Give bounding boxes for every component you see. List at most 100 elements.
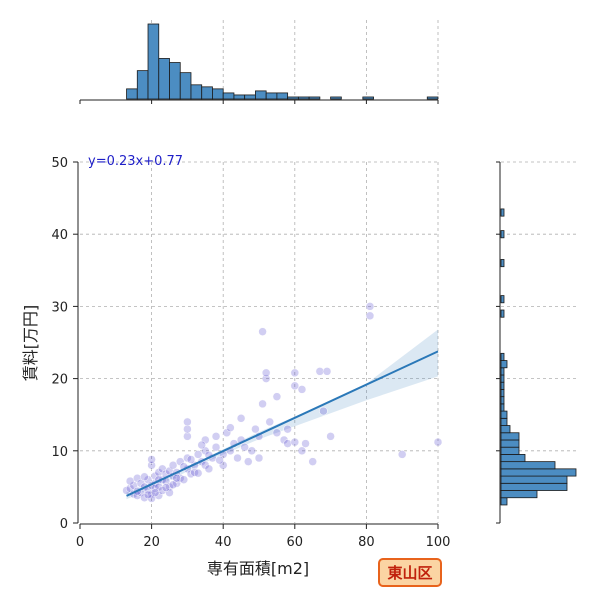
x-tick-label: 20 <box>143 535 160 550</box>
main-axes <box>77 162 438 525</box>
top-hist-bar <box>308 96 321 100</box>
top-marginal-histogram <box>79 20 439 104</box>
scatter-point <box>175 457 185 466</box>
scatter-point <box>186 455 196 464</box>
scatter-point <box>197 440 206 450</box>
scatter-point <box>183 417 192 427</box>
scatter-point <box>158 464 167 474</box>
scatter-point <box>226 423 235 432</box>
top-hist-bar <box>201 86 213 100</box>
scatter-point <box>322 367 332 376</box>
right-hist-bar <box>500 208 505 217</box>
scatter-point <box>308 457 317 466</box>
top-hist-bar <box>426 96 439 100</box>
top-hist-bar <box>265 92 278 100</box>
right-hist-bar <box>500 381 505 390</box>
right-hist-bar <box>500 432 520 441</box>
scatter-point <box>315 367 325 376</box>
right-hist-bar <box>500 360 508 369</box>
scatter-point <box>183 424 192 434</box>
scatter-point <box>211 442 221 452</box>
right-hist-bar <box>500 396 505 405</box>
scatter-point <box>136 479 146 488</box>
top-hist-bar <box>233 94 246 100</box>
right-hist-bar <box>500 497 508 506</box>
scatter-point <box>168 480 178 489</box>
right-hist-bar <box>500 439 520 448</box>
scatter-point <box>254 453 264 463</box>
scatter-point <box>154 491 164 500</box>
scatter-point <box>233 453 242 463</box>
scatter-point <box>140 493 149 502</box>
scatter-point <box>218 460 228 470</box>
y-tick-label: 40 <box>51 228 68 243</box>
top-hist-bar <box>276 92 289 100</box>
top-hist-bar <box>255 90 267 100</box>
top-hist-bar <box>136 70 149 100</box>
scatter-point <box>290 437 300 447</box>
right-hist-bar <box>500 461 556 470</box>
scatter-point <box>147 460 156 470</box>
x-tick-label: 80 <box>358 535 375 550</box>
right-hist-bar <box>500 367 505 376</box>
right-hist-bar <box>500 295 505 304</box>
scatter-point <box>215 455 224 465</box>
scatter-point <box>265 417 274 427</box>
scatter-point <box>222 428 232 437</box>
grid-lines <box>80 161 439 523</box>
top-hist-bar <box>190 84 203 100</box>
top-hist-bar <box>362 96 374 100</box>
main-scatter-plot: 0 20 40 60 80 100 0 10 20 30 40 50 y=0.23x+0.77 専有面… <box>21 154 450 578</box>
scatter-point <box>154 468 164 477</box>
scatter-point <box>193 450 203 459</box>
regression-line <box>126 350 439 497</box>
top-hist-bar <box>330 96 342 100</box>
regression-equation: y=0.23x+0.77 <box>88 154 183 169</box>
scatter-point <box>319 406 328 416</box>
right-marginal-histogram <box>496 161 578 524</box>
scatter-point <box>143 490 153 500</box>
scatter-point <box>147 455 156 464</box>
top-hist-bar <box>222 92 235 100</box>
x-tick-label: 40 <box>215 535 232 550</box>
scatter-point <box>150 488 160 497</box>
right-hist-bar <box>500 259 505 268</box>
y-tick-label: 10 <box>51 445 68 460</box>
scatter-point <box>183 432 192 441</box>
right-hist-bar <box>500 490 538 499</box>
right-hist-bar <box>500 410 508 419</box>
x-axis-label: 専有面積[m2] <box>207 559 309 578</box>
scatter-point <box>211 432 221 441</box>
scatter-point <box>201 460 210 470</box>
right-hist-bar <box>500 230 505 239</box>
y-tick-label: 0 <box>60 517 68 532</box>
scatter-point <box>272 428 282 437</box>
right-hist-bar <box>500 389 505 398</box>
scatter-point <box>133 473 142 483</box>
top-hist-bar <box>179 72 192 100</box>
top-hist-bar <box>147 23 160 100</box>
scatter-point <box>168 460 178 470</box>
top-hist-bar <box>169 62 181 100</box>
right-hist-bar <box>500 352 505 361</box>
scatter-point <box>140 472 149 482</box>
scatter-point <box>172 473 181 483</box>
scatter-point <box>258 399 267 409</box>
scatter-point <box>279 435 289 445</box>
district-badge-label: 東山区 <box>387 564 432 582</box>
top-hist-bar <box>297 96 310 100</box>
right-hist-bar <box>500 468 577 477</box>
right-hist-bar <box>500 309 505 318</box>
x-tick-label: 60 <box>287 535 304 550</box>
scatter-point <box>236 414 246 423</box>
scatter-point <box>326 432 335 441</box>
top-hist-bar <box>126 88 138 100</box>
scatter-point <box>301 439 310 448</box>
x-tick-label: 0 <box>76 535 84 550</box>
scatter-point <box>365 311 375 321</box>
scatter-point <box>290 381 300 391</box>
scatter-point <box>272 392 282 401</box>
district-badge: 東山区 <box>378 558 442 587</box>
right-hist-bar <box>500 403 505 412</box>
